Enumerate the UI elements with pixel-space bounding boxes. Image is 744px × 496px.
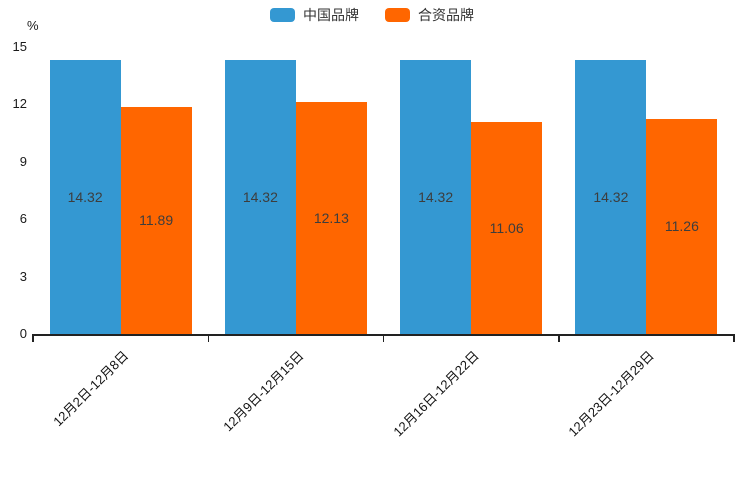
x-axis-tick: [733, 334, 735, 342]
x-axis-tick: [32, 334, 34, 342]
x-axis-label: 12月23日-12月29日: [565, 348, 657, 440]
bar-series1-cat3[interactable]: [646, 118, 718, 334]
bar-value-label: 11.26: [664, 218, 699, 235]
bar-series0-cat2[interactable]: [400, 60, 472, 334]
bar-value-label: 14.32: [593, 189, 629, 205]
bar-series0-cat3[interactable]: [575, 60, 647, 334]
x-axis-label: 12月16日-12月22日: [390, 348, 482, 440]
bar-value-label: 14.32: [67, 189, 103, 205]
legend-label: 中国品牌: [303, 7, 359, 23]
legend-item-series-1[interactable]: 合资品牌: [385, 8, 474, 22]
legend-label: 合资品牌: [418, 7, 474, 23]
x-axis-tick: [558, 334, 560, 342]
bar-series0-cat1[interactable]: [224, 60, 296, 334]
legend-swatch: [270, 8, 295, 22]
y-axis-unit-label: %: [27, 18, 39, 33]
y-axis-tick-label: 15: [12, 39, 27, 54]
legend-swatch: [385, 8, 410, 22]
bar-value-label: 11.89: [139, 212, 174, 229]
x-axis-tick: [382, 334, 385, 342]
bar-value-label: 12.13: [313, 209, 349, 226]
bar-series0-cat0[interactable]: [49, 60, 121, 334]
y-axis-tick-label: 3: [19, 268, 27, 284]
y-axis-tick-label: 0: [19, 326, 27, 341]
x-axis-label: 12月2日-12月8日: [50, 348, 132, 430]
chart-legend: 中国品牌 合资品牌: [0, 8, 744, 22]
x-axis-tick: [207, 334, 209, 342]
bar-value-label: 11.06: [489, 220, 524, 237]
bar-series1-cat1[interactable]: [295, 101, 367, 334]
y-axis-tick-label: 12: [12, 96, 27, 112]
bar-series1-cat0[interactable]: [120, 106, 192, 334]
bar-series1-cat2[interactable]: [471, 122, 543, 334]
bar-value-label: 14.32: [418, 189, 454, 205]
legend-item-series-0[interactable]: 中国品牌: [270, 8, 359, 22]
bar-value-label: 14.32: [242, 189, 278, 205]
y-axis-tick-label: 9: [19, 153, 27, 169]
x-axis-label: 12月9日-12月15日: [220, 348, 307, 435]
y-axis-tick-label: 6: [19, 211, 27, 227]
